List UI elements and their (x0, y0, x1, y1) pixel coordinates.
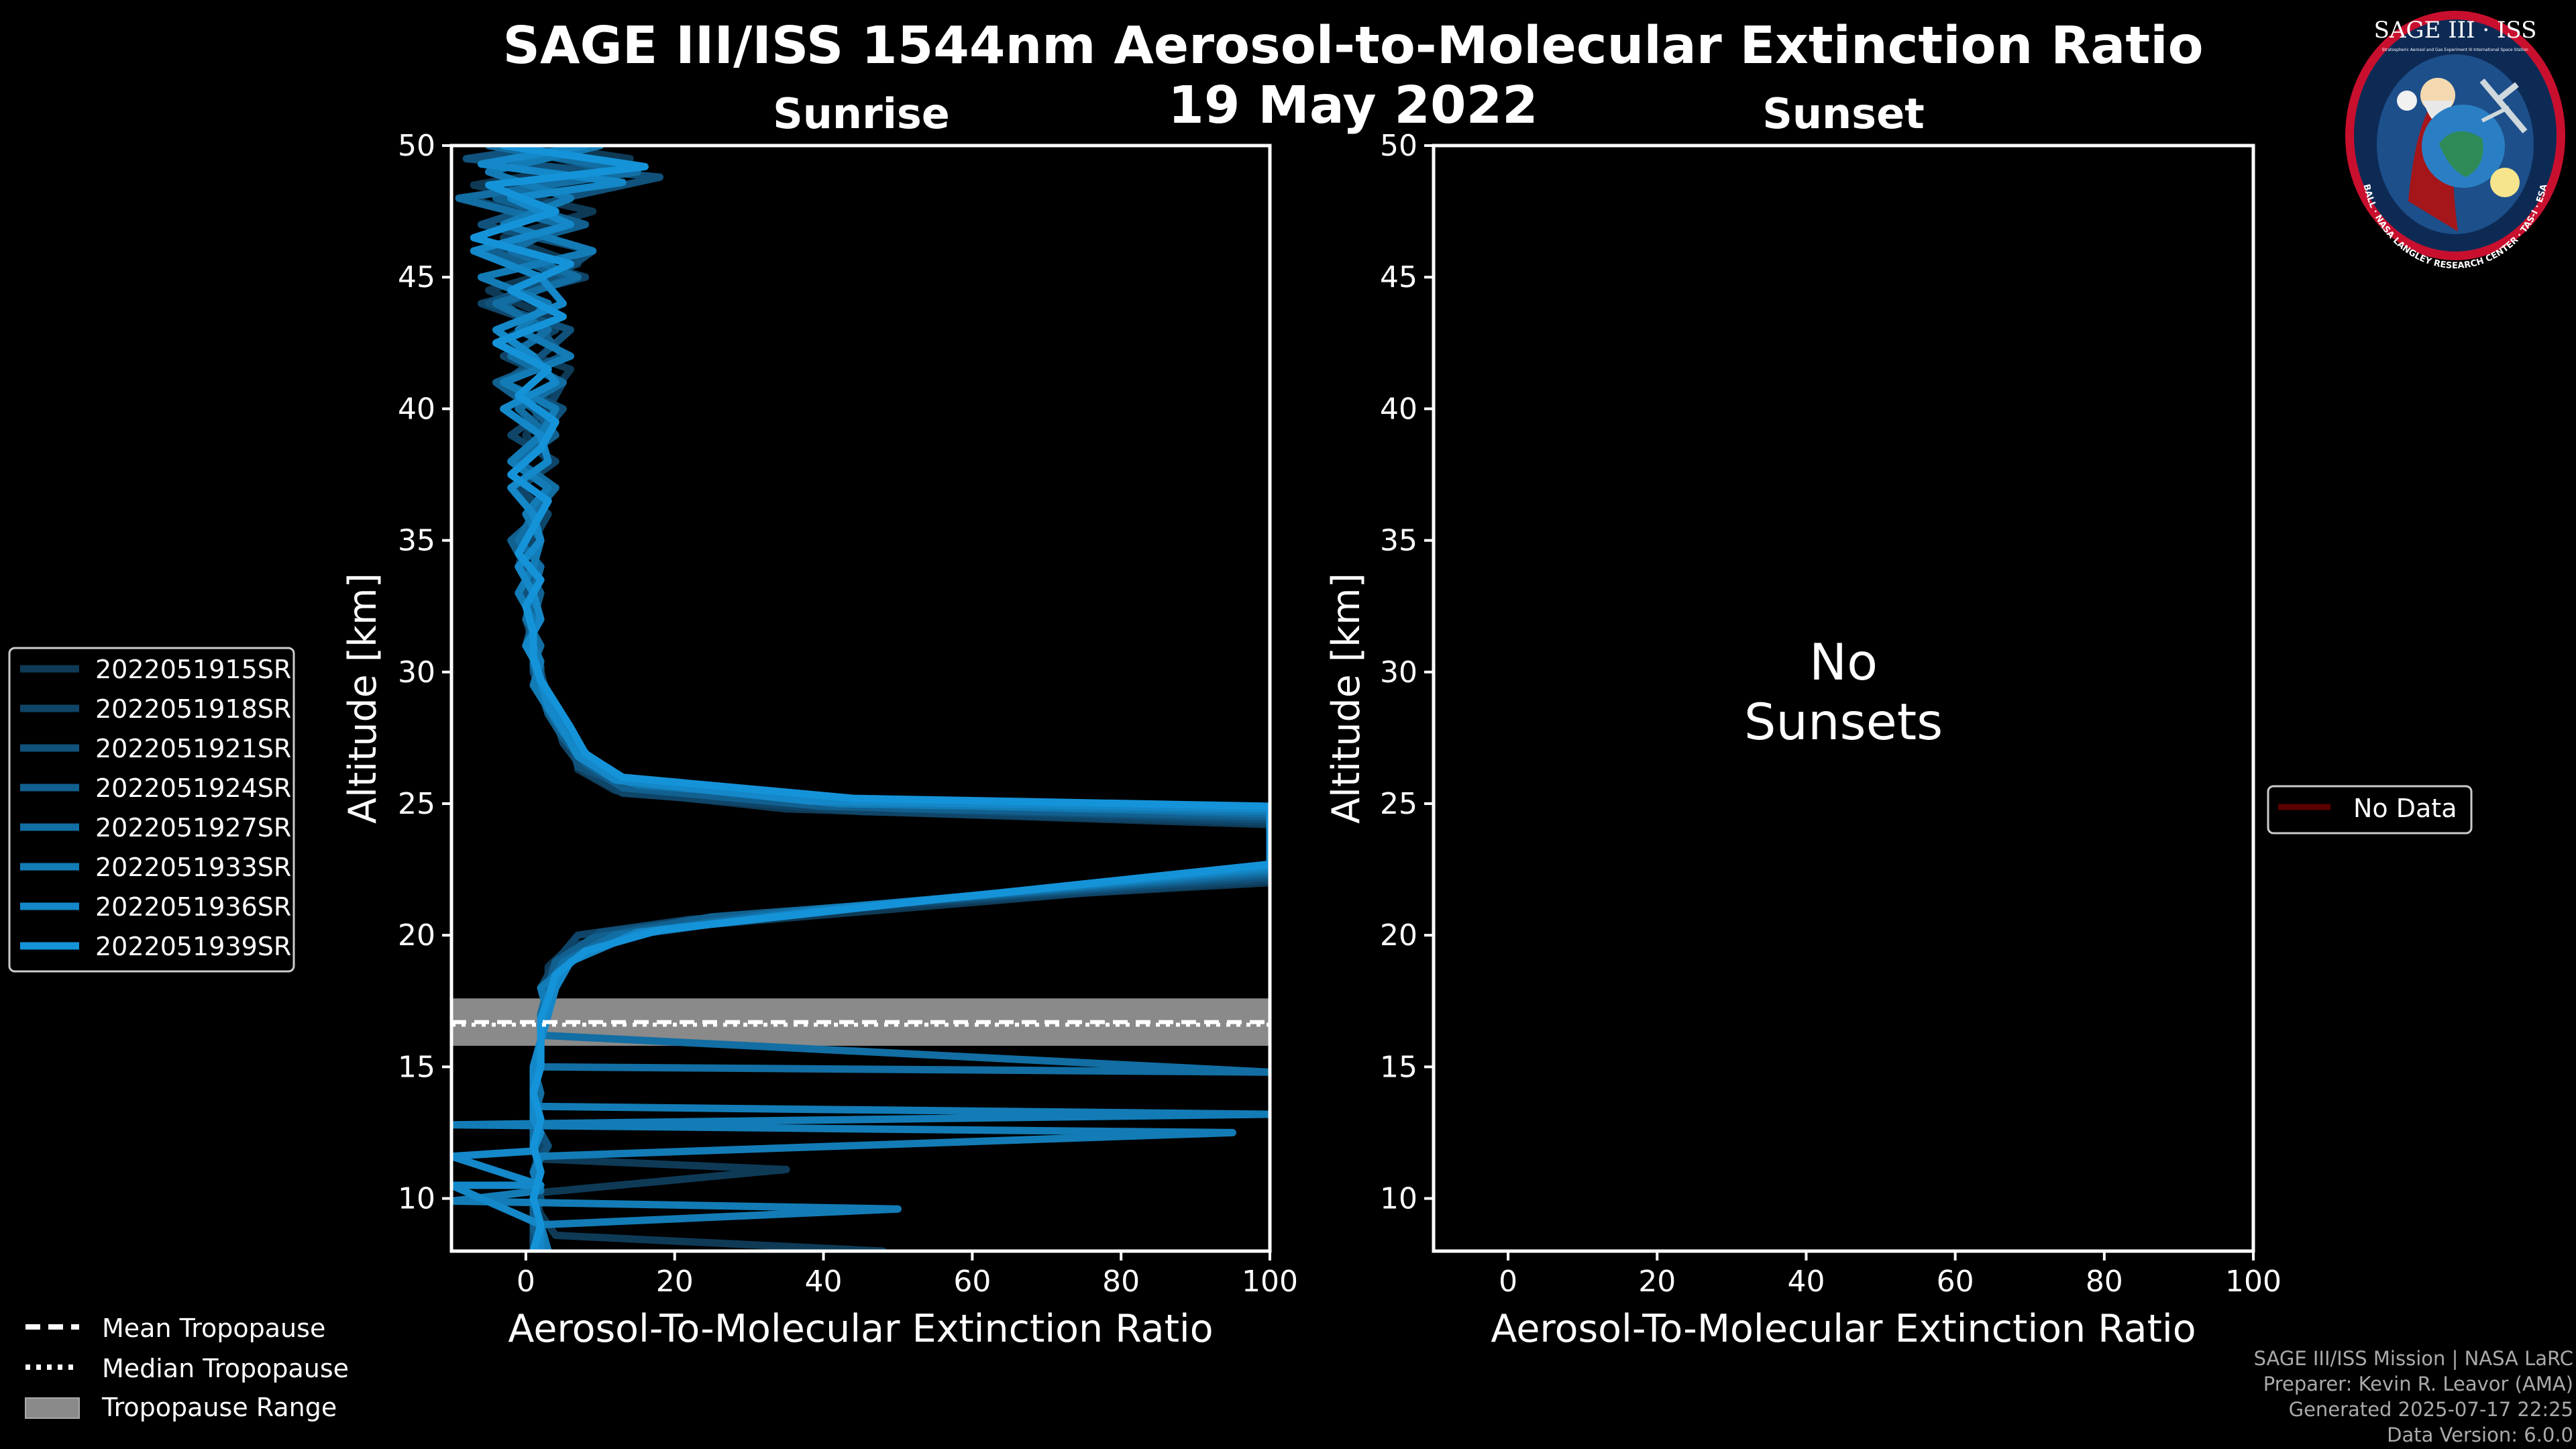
legend-label-2022051921SR: 2022051921SR (95, 734, 291, 763)
sunrise-y-tick-label: 15 (398, 1050, 435, 1084)
logo-text: SAGE III · ISS (2374, 17, 2537, 44)
sunset-x-tick-label: 100 (2225, 1265, 2282, 1299)
sunrise-y-tick-label: 20 (398, 918, 435, 953)
footer-credits: SAGE III/ISS Mission | NASA LaRC Prepare… (2254, 1346, 2573, 1448)
figure-date: 19 May 2022 (1168, 76, 1538, 136)
sunset-y-tick-label: 10 (1380, 1182, 1417, 1216)
sunrise-x-tick-label: 20 (656, 1265, 694, 1299)
sunset-legend-box (2267, 785, 2473, 835)
sunset-y-tick-label: 50 (1380, 129, 1417, 163)
sunrise-axes-frame (449, 144, 1272, 1253)
logo-small-left: Stratospheric Aerosol and Gas Experiment… (2382, 48, 2473, 52)
sunrise-x-tick-label: 100 (1242, 1265, 1298, 1299)
sunrise-y-tick-label: 35 (398, 524, 435, 558)
no-sunsets-line2: Sunsets (1744, 692, 1943, 751)
footer-data-version: Data Version: 6.0.0 (2387, 1424, 2573, 1446)
mean-tropopause-label: Mean Tropopause (102, 1313, 325, 1343)
legend-label-2022051939SR: 2022051939SR (95, 932, 291, 961)
sunset-y-tick-label: 45 (1380, 260, 1417, 294)
footer-mission: SAGE III/ISS Mission | NASA LaRC (2253, 1347, 2573, 1370)
sunrise-x-tick-label: 60 (953, 1265, 991, 1299)
sunset-ylabel: Altitude [km] (1324, 573, 1368, 824)
sunrise-y-tick-label: 50 (398, 129, 435, 163)
legend-label-2022051933SR: 2022051933SR (95, 853, 291, 882)
sunset-x-tick-label: 60 (1937, 1265, 1974, 1299)
sunrise-legend-box (8, 647, 295, 973)
sunrise-y-tick-label: 30 (398, 655, 435, 690)
footer-preparer: Preparer: Kevin R. Leavor (AMA) (2263, 1373, 2573, 1395)
sunset-y-tick-label: 15 (1380, 1050, 1417, 1084)
sunset-xlabel: Aerosol-To-Molecular Extinction Ratio (1491, 1307, 2196, 1351)
legend-label-2022051927SR: 2022051927SR (95, 813, 291, 843)
sunset-legend: No Data (2267, 785, 2473, 835)
sunrise-x-tick-label: 40 (805, 1265, 843, 1299)
sunrise-y-tick-label: 40 (398, 392, 435, 426)
sunset-y-tick-label: 25 (1380, 787, 1417, 821)
profile-line-2022051939SR (470, 146, 1270, 1251)
sunrise-legend: 2022051915SR 2022051918SR 2022051921SR 2022… (8, 647, 295, 973)
figure-title: SAGE III/ISS 1544nm Aerosol-to-Molecular… (503, 16, 2204, 76)
sunset-y-tick-label: 20 (1380, 918, 1417, 953)
sunrise-ylabel: Altitude [km] (341, 573, 385, 824)
legend-label-2022051915SR: 2022051915SR (95, 655, 291, 684)
sunset-panel-title: Sunset (1762, 89, 1925, 138)
sunset-axes-frame (1432, 144, 2255, 1253)
sunset-ticks: 0 20 40 60 80 100 10 15 20 25 30 35 40 45 50 (1380, 129, 2282, 1299)
sunrise-ticks: 0 20 40 60 80 100 10 15 20 25 30 35 40 45 50 (398, 129, 1298, 1299)
sunset-x-tick-label: 0 (1499, 1265, 1517, 1299)
sunrise-panel: 0 20 40 60 80 100 10 15 20 25 30 35 40 45 50 Aerosol-T… (341, 129, 1298, 1351)
logo-small-right: International Space Station (2473, 48, 2528, 52)
sunrise-y-tick-label: 25 (398, 787, 435, 821)
sunset-x-tick-label: 20 (1638, 1265, 1676, 1299)
tropopause-range-swatch (25, 1397, 80, 1419)
tropopause-range-label: Tropopause Range (101, 1393, 337, 1422)
sunset-x-tick-label: 40 (1787, 1265, 1825, 1299)
sunrise-xlabel: Aerosol-To-Molecular Extinction Ratio (508, 1307, 1213, 1351)
sunrise-y-tick-label: 10 (398, 1182, 435, 1216)
sunset-x-tick-label: 80 (2086, 1265, 2123, 1299)
sage-iii-iss-logo: SAGE III · ISS Stratospheric Aerosol and… (2345, 11, 2565, 271)
profile-lines (451, 146, 1270, 1251)
sunrise-x-tick-label: 80 (1102, 1265, 1140, 1299)
sunset-panel: 0 20 40 60 80 100 10 15 20 25 30 35 40 45 50 Aerosol-T… (1324, 129, 2282, 1351)
sunrise-panel-title: Sunrise (773, 89, 950, 138)
tropopause-legend: Mean Tropopause Median Tropopause Tropop… (25, 1313, 349, 1422)
sunset-y-tick-label: 30 (1380, 655, 1417, 690)
median-tropopause-label: Median Tropopause (102, 1354, 349, 1383)
no-sunsets-line1: No (1809, 633, 1878, 692)
legend-label-2022051924SR: 2022051924SR (95, 773, 291, 803)
legend-label-2022051936SR: 2022051936SR (95, 892, 291, 922)
sunset-y-tick-label: 40 (1380, 392, 1417, 426)
footer-generated: Generated 2025-07-17 22:25 (2288, 1398, 2573, 1421)
sunrise-x-tick-label: 0 (517, 1265, 535, 1299)
legend-label-2022051918SR: 2022051918SR (95, 694, 291, 724)
no-data-label: No Data (2353, 794, 2457, 823)
sunset-y-tick-label: 35 (1380, 524, 1417, 558)
sunrise-y-tick-label: 45 (398, 260, 435, 294)
